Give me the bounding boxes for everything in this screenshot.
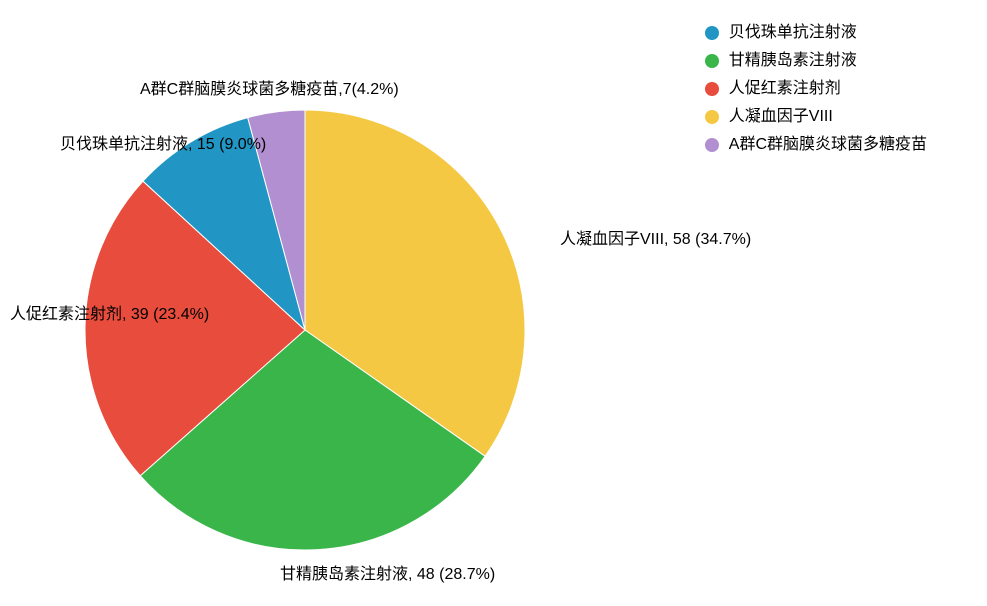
slice-label-bevacizumab: 贝伐珠单抗注射液, 15 (9.0%) bbox=[60, 130, 266, 154]
slice-label-insulin: 甘精胰岛素注射液, 48 (28.7%) bbox=[280, 560, 495, 584]
legend-marker-icon bbox=[705, 82, 719, 96]
legend-item: 人凝血因子VIII bbox=[705, 104, 927, 130]
pie-chart-container: 人凝血因子VIII, 58 (34.7%) 甘精胰岛素注射液, 48 (28.7%… bbox=[0, 0, 987, 606]
legend-marker-icon bbox=[705, 110, 719, 124]
legend-marker-icon bbox=[705, 54, 719, 68]
legend-label: 贝伐珠单抗注射液 bbox=[729, 20, 857, 46]
legend: 贝伐珠单抗注射液甘精胰岛素注射液人促红素注射剂人凝血因子VIIIA群C群脑膜炎球… bbox=[705, 20, 927, 160]
legend-marker-icon bbox=[705, 138, 719, 152]
slice-label-vaccine: A群C群脑膜炎球菌多糖疫苗,7(4.2%) bbox=[140, 75, 399, 99]
legend-label: A群C群脑膜炎球菌多糖疫苗 bbox=[729, 132, 927, 158]
slice-label-epo: 人促红素注射剂, 39 (23.4%) bbox=[10, 300, 209, 324]
legend-item: A群C群脑膜炎球菌多糖疫苗 bbox=[705, 132, 927, 158]
legend-label: 甘精胰岛素注射液 bbox=[729, 48, 857, 74]
legend-label: 人凝血因子VIII bbox=[729, 104, 833, 130]
legend-label: 人促红素注射剂 bbox=[729, 76, 841, 102]
legend-item: 贝伐珠单抗注射液 bbox=[705, 20, 927, 46]
slice-label-factor8: 人凝血因子VIII, 58 (34.7%) bbox=[560, 225, 751, 249]
legend-marker-icon bbox=[705, 26, 719, 40]
legend-item: 人促红素注射剂 bbox=[705, 76, 927, 102]
legend-item: 甘精胰岛素注射液 bbox=[705, 48, 927, 74]
